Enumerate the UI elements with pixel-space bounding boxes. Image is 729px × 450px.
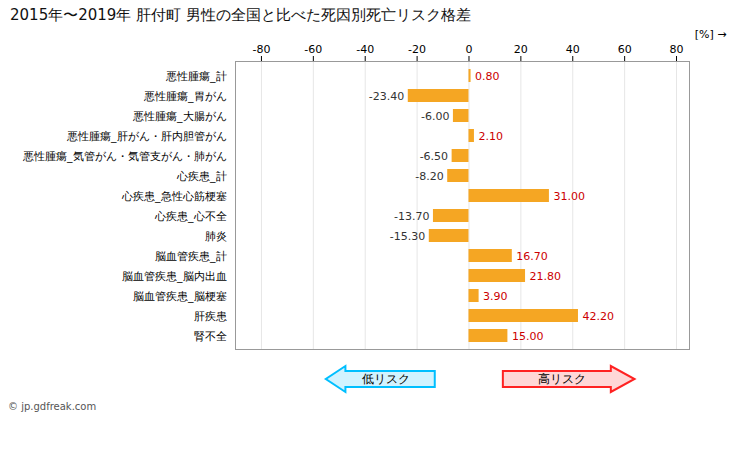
svg-text:心疾患_急性心筋梗塞: 心疾患_急性心筋梗塞 xyxy=(121,190,227,203)
svg-text:21.80: 21.80 xyxy=(530,270,562,283)
svg-text:-80: -80 xyxy=(252,43,270,56)
svg-text:-40: -40 xyxy=(356,43,374,56)
svg-text:-20: -20 xyxy=(408,43,426,56)
svg-text:-6.50: -6.50 xyxy=(420,150,448,163)
svg-text:肝疾患: 肝疾患 xyxy=(194,310,227,323)
html-text:2015年〜2019年 肝付町 男性の全国と比べた死因別死亡: 2015年〜2019年 肝付町 男性の全国と比べた死因別死亡リスク格差 xyxy=(10,6,471,24)
svg-text:15.00: 15.00 xyxy=(512,330,544,343)
svg-text:40: 40 xyxy=(566,43,580,56)
svg-text:-23.40: -23.40 xyxy=(369,90,404,103)
svg-text:心疾患_計: 心疾患_計 xyxy=(176,170,227,183)
svg-text:悪性腫瘍_胃がん: 悪性腫瘍_胃がん xyxy=(143,90,227,103)
svg-text:脳血管疾患_脳内出血: 脳血管疾患_脳内出血 xyxy=(122,270,227,283)
svg-text:高リスク: 高リスク xyxy=(538,372,586,386)
html-text:© jp.gdfreak.com: © jp.gdfreak.com xyxy=(8,401,97,412)
svg-text:0.80: 0.80 xyxy=(475,70,500,83)
svg-text:悪性腫瘍_気管がん・気管支がん・肺がん: 悪性腫瘍_気管がん・気管支がん・肺がん xyxy=(22,150,227,163)
svg-text:60: 60 xyxy=(618,43,632,56)
svg-text:悪性腫瘍_計: 悪性腫瘍_計 xyxy=(165,70,227,83)
svg-text:悪性腫瘍_肝がん・肝内胆管がん: 悪性腫瘍_肝がん・肝内胆管がん xyxy=(66,130,227,143)
svg-text:31.00: 31.00 xyxy=(553,190,585,203)
svg-text:-13.70: -13.70 xyxy=(394,210,429,223)
svg-text:-60: -60 xyxy=(304,43,322,56)
svg-text:悪性腫瘍_大腸がん: 悪性腫瘍_大腸がん xyxy=(132,110,227,123)
svg-text:80: 80 xyxy=(670,43,684,56)
svg-text:20: 20 xyxy=(514,43,528,56)
svg-text:42.20: 42.20 xyxy=(582,310,614,323)
svg-text:脳血管疾患_脳梗塞: 脳血管疾患_脳梗塞 xyxy=(133,290,227,303)
svg-text:-15.30: -15.30 xyxy=(390,230,425,243)
svg-text:心疾患_心不全: 心疾患_心不全 xyxy=(154,210,227,223)
svg-text:16.70: 16.70 xyxy=(516,250,548,263)
svg-text:2.10: 2.10 xyxy=(478,130,503,143)
svg-text:0: 0 xyxy=(465,43,472,56)
svg-text:低リスク: 低リスク xyxy=(362,372,410,386)
svg-text:腎不全: 腎不全 xyxy=(194,330,227,343)
svg-text:脳血管疾患_計: 脳血管疾患_計 xyxy=(155,250,227,263)
svg-text:-8.20: -8.20 xyxy=(415,170,443,183)
svg-text:3.90: 3.90 xyxy=(483,290,508,303)
svg-text:[%] →: [%] → xyxy=(695,28,727,41)
svg-text:-6.00: -6.00 xyxy=(421,110,449,123)
svg-text:肺炎: 肺炎 xyxy=(205,230,227,243)
